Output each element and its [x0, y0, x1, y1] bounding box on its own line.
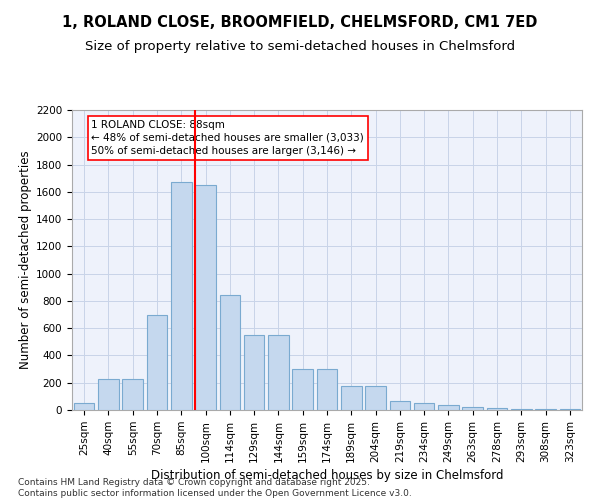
- Y-axis label: Number of semi-detached properties: Number of semi-detached properties: [19, 150, 32, 370]
- Bar: [414, 402, 434, 410]
- Bar: [487, 408, 508, 410]
- X-axis label: Distribution of semi-detached houses by size in Chelmsford: Distribution of semi-detached houses by …: [151, 469, 503, 482]
- Text: Contains HM Land Registry data © Crown copyright and database right 2025.
Contai: Contains HM Land Registry data © Crown c…: [18, 478, 412, 498]
- Text: 1, ROLAND CLOSE, BROOMFIELD, CHELMSFORD, CM1 7ED: 1, ROLAND CLOSE, BROOMFIELD, CHELMSFORD,…: [62, 15, 538, 30]
- Text: 1 ROLAND CLOSE: 88sqm
← 48% of semi-detached houses are smaller (3,033)
50% of s: 1 ROLAND CLOSE: 88sqm ← 48% of semi-deta…: [91, 120, 364, 156]
- Bar: [171, 182, 191, 410]
- Bar: [220, 296, 240, 410]
- Bar: [244, 335, 265, 410]
- Bar: [292, 369, 313, 410]
- Bar: [268, 335, 289, 410]
- Bar: [389, 401, 410, 410]
- Bar: [146, 314, 167, 410]
- Bar: [98, 380, 119, 410]
- Bar: [511, 408, 532, 410]
- Text: Size of property relative to semi-detached houses in Chelmsford: Size of property relative to semi-detach…: [85, 40, 515, 53]
- Bar: [365, 386, 386, 410]
- Bar: [195, 185, 216, 410]
- Bar: [463, 408, 483, 410]
- Bar: [438, 405, 459, 410]
- Bar: [317, 369, 337, 410]
- Bar: [122, 378, 143, 410]
- Bar: [341, 386, 362, 410]
- Bar: [74, 403, 94, 410]
